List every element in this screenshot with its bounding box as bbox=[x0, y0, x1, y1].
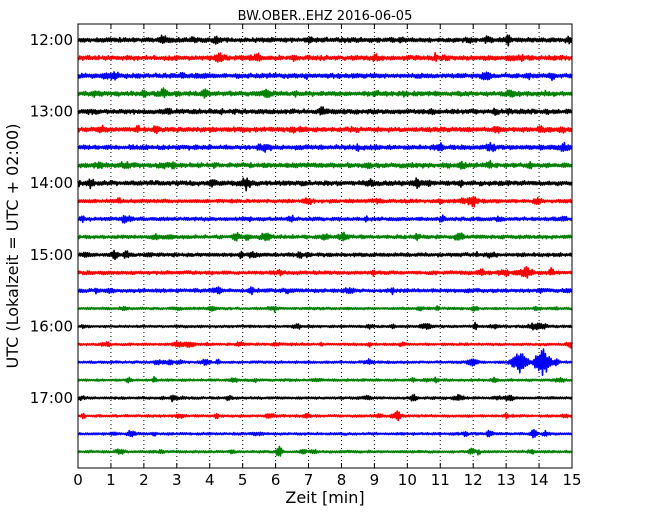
trace-1430 bbox=[77, 214, 573, 224]
x-tick-label: 12 bbox=[464, 471, 483, 489]
x-tick-label: 6 bbox=[271, 471, 281, 489]
trace-1230 bbox=[77, 71, 573, 82]
x-axis: 0 1 2 3 4 5 6 7 8 9 10 11 12 13 14 15 bbox=[73, 24, 582, 489]
x-tick-label: 14 bbox=[530, 471, 549, 489]
trace-1515 bbox=[77, 265, 573, 279]
x-tick-label: 5 bbox=[238, 471, 248, 489]
y-tick-label: 14:00 bbox=[30, 174, 73, 192]
trace-1345 bbox=[77, 159, 573, 170]
y-tick-label: 13:00 bbox=[30, 103, 73, 121]
plot-frame bbox=[77, 23, 573, 469]
x-tick-label: 2 bbox=[139, 471, 149, 489]
x-tick-label: 3 bbox=[172, 471, 182, 489]
grid-lines bbox=[110, 24, 540, 468]
y-axis-label: UTC (Lokalzeit = UTC + 02:00) bbox=[3, 124, 22, 369]
trace-1545 bbox=[77, 305, 573, 313]
trace-group bbox=[77, 34, 573, 457]
x-tick-label: 8 bbox=[337, 471, 347, 489]
trace-1415 bbox=[77, 196, 573, 208]
trace-1745 bbox=[77, 445, 573, 457]
x-tick-label: 0 bbox=[73, 471, 83, 489]
x-axis-label: Zeit [min] bbox=[285, 488, 364, 507]
trace-1245 bbox=[77, 87, 573, 99]
trace-1615 bbox=[77, 340, 573, 349]
trace-1730 bbox=[77, 428, 573, 439]
trace-1445 bbox=[77, 231, 573, 242]
x-tick-label: 4 bbox=[205, 471, 215, 489]
x-tick-label: 10 bbox=[398, 471, 417, 489]
y-tick-label: 16:00 bbox=[30, 317, 73, 335]
y-axis: 12:00 13:00 14:00 15:00 16:00 17:00 bbox=[30, 31, 572, 407]
trace-1715 bbox=[77, 410, 573, 422]
y-tick-label: 17:00 bbox=[30, 389, 73, 407]
trace-1400 bbox=[77, 177, 573, 192]
trace-1500 bbox=[77, 249, 573, 261]
y-tick-label: 15:00 bbox=[30, 246, 73, 264]
x-tick-label: 15 bbox=[562, 471, 581, 489]
x-tick-label: 9 bbox=[370, 471, 380, 489]
x-tick-label: 11 bbox=[431, 471, 450, 489]
trace-1630 bbox=[77, 348, 573, 376]
x-tick-label: 13 bbox=[497, 471, 516, 489]
x-tick-label: 7 bbox=[304, 471, 314, 489]
trace-1215 bbox=[77, 52, 573, 63]
trace-1300 bbox=[77, 106, 573, 116]
trace-1330 bbox=[77, 141, 573, 153]
trace-1645 bbox=[77, 376, 573, 384]
trace-1600 bbox=[77, 321, 573, 331]
y-tick-label: 12:00 bbox=[30, 31, 73, 49]
x-tick-label: 1 bbox=[106, 471, 116, 489]
trace-1315 bbox=[77, 124, 573, 135]
trace-1530 bbox=[77, 286, 573, 296]
trace-1700 bbox=[77, 393, 573, 403]
trace-1200 bbox=[77, 34, 573, 47]
chart-title: BW.OBER..EHZ 2016-06-05 bbox=[238, 9, 413, 24]
